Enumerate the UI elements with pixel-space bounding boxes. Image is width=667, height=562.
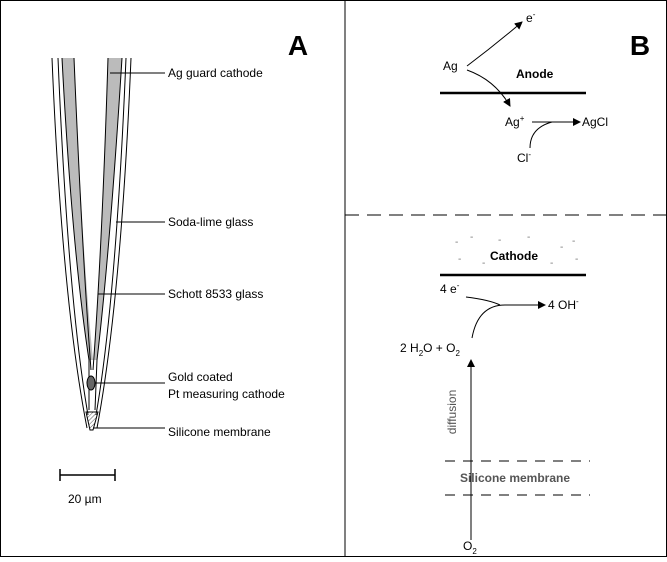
arrow bbox=[466, 21, 523, 67]
dots: - - - ---- - - - bbox=[455, 232, 578, 269]
label: Schott 8533 glass bbox=[168, 287, 263, 301]
svg-text:-: - bbox=[575, 254, 578, 265]
scale-label: 20 µm bbox=[68, 492, 102, 506]
chem: Ag bbox=[443, 59, 458, 73]
pipette bbox=[51, 57, 132, 431]
svg-text:-: - bbox=[498, 235, 501, 246]
text: 4 OH bbox=[548, 298, 576, 312]
label: Ag guard cathode bbox=[168, 66, 263, 80]
chem: O2 bbox=[463, 539, 477, 556]
arrow bbox=[529, 121, 553, 149]
sub: 2 bbox=[419, 349, 424, 358]
membrane-lines bbox=[445, 460, 590, 496]
text: O bbox=[463, 539, 472, 553]
arrow bbox=[466, 69, 511, 107]
svg-text:-: - bbox=[572, 236, 575, 247]
svg-text:-: - bbox=[550, 258, 553, 269]
sup: - bbox=[576, 297, 579, 306]
label: Silicone membrane bbox=[168, 425, 271, 439]
panel-label: A bbox=[288, 30, 308, 61]
svg-text:-: - bbox=[470, 232, 473, 243]
label: Pt measuring cathode bbox=[168, 387, 285, 401]
svg-text:-: - bbox=[527, 232, 530, 243]
label: Gold coated bbox=[168, 370, 233, 384]
chem: e- bbox=[526, 10, 536, 25]
chem: 4 e- bbox=[440, 281, 460, 296]
sub: 2 bbox=[472, 547, 477, 556]
chem: 2 H2O + O2 bbox=[400, 341, 460, 358]
sup: - bbox=[457, 281, 460, 290]
sup: - bbox=[533, 10, 536, 19]
panel-label: B bbox=[630, 30, 650, 61]
svg-text:-: - bbox=[455, 237, 458, 248]
sub: 2 bbox=[455, 349, 460, 358]
svg-text:-: - bbox=[458, 254, 461, 265]
text: 4 e bbox=[440, 282, 457, 296]
sup: + bbox=[520, 114, 525, 123]
membrane-label: Silicone membrane bbox=[460, 471, 570, 485]
svg-text:-: - bbox=[560, 242, 563, 253]
chem: AgCl bbox=[582, 115, 608, 129]
text: 2 H bbox=[400, 341, 419, 355]
electrode-title: Cathode bbox=[490, 249, 538, 263]
text: e bbox=[526, 11, 533, 25]
text: O + O bbox=[423, 341, 455, 355]
scale-bar bbox=[59, 469, 116, 481]
chem: Ag+ bbox=[505, 114, 525, 129]
sup: - bbox=[528, 150, 531, 159]
arrow bbox=[471, 301, 546, 339]
text: Ag bbox=[505, 115, 520, 129]
arrow bbox=[465, 296, 501, 306]
leader-lines bbox=[93, 72, 165, 429]
svg-text:-: - bbox=[482, 258, 485, 269]
label: Soda-lime glass bbox=[168, 215, 253, 229]
diffusion-label: diffusion bbox=[445, 390, 459, 434]
text: Cl bbox=[517, 151, 528, 165]
chem: Cl- bbox=[517, 150, 531, 165]
chem: 4 OH- bbox=[548, 297, 579, 312]
electrode-title: Anode bbox=[516, 67, 554, 81]
